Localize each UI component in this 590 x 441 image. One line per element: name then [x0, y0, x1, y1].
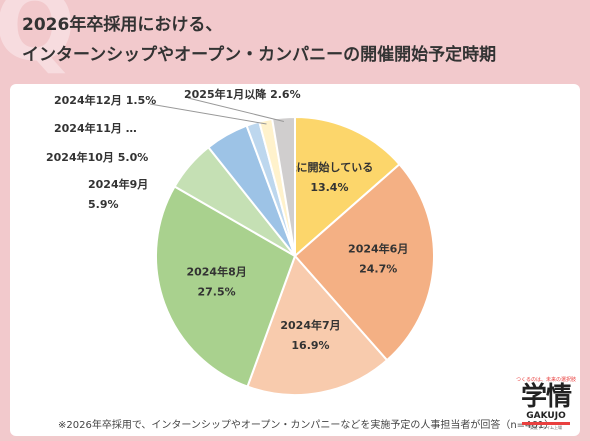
slice-value-label: 13.4% — [310, 181, 348, 194]
slice-outside-label: 2024年10月 5.0% — [46, 150, 148, 164]
slice-value-label: 5.9% — [88, 198, 119, 211]
logo-tagline: つくるのは、未来の選択肢 — [516, 377, 576, 383]
logo-small-text: 東証プライム上場 — [530, 425, 562, 430]
slice-category-label: 2024年8月 — [186, 265, 246, 279]
title-line-2: インターンシップやオープン・カンパニーの開催開始予定時期 — [22, 45, 497, 65]
logo-main-text: 学情 — [520, 382, 572, 412]
slice-outside-label: 2024年11月 … — [54, 121, 137, 135]
logo-accent-bar — [522, 422, 570, 425]
slice-outside-label: 2024年9月 — [88, 177, 148, 191]
leader-line — [149, 103, 267, 125]
slice-value-label: 16.9% — [291, 339, 329, 352]
slice-category-label: 2024年7月 — [280, 318, 340, 332]
leader-line — [187, 97, 285, 122]
slice-category-label: 2024年6月 — [348, 241, 408, 255]
pie-slice — [293, 162, 435, 362]
footnote: ※2026年卒採用で、インターンシップやオープン・カンパニーなどを実施予定の人事… — [58, 420, 555, 431]
pie-slice — [246, 254, 389, 396]
logo-sub-text: GAKUJO — [526, 411, 566, 421]
page-title: 2026年卒採用における、 インターンシップやオープン・カンパニーの開催開始予定… — [22, 10, 496, 70]
title-line-1: 2026年卒採用における、 — [22, 15, 223, 35]
slice-outside-label: 2024年12月 1.5% — [54, 93, 156, 107]
gakujo-logo: つくるのは、未来の選択肢 学情 GAKUJO 東証プライム上場 — [516, 376, 576, 431]
slice-outside-label: 2025年1月以降 2.6% — [184, 87, 301, 101]
slice-category-label: 既に開始している — [286, 160, 374, 174]
decorative-quote-mark: Q — [0, 0, 76, 82]
slice-value-label: 24.7% — [359, 262, 397, 275]
pie-slice — [294, 115, 401, 259]
slice-value-label: 27.5% — [198, 286, 236, 299]
